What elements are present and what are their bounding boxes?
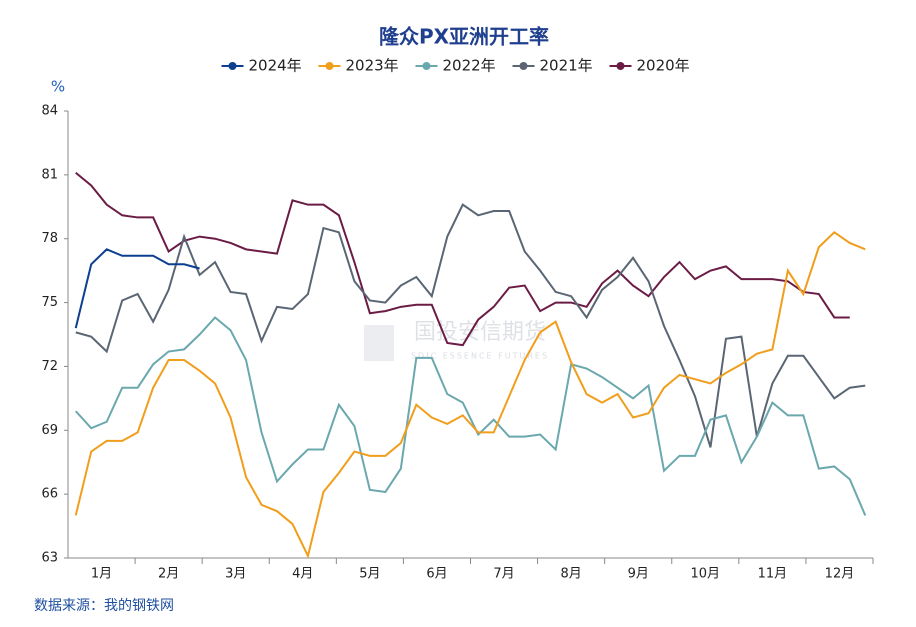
x-tick-label: 8月 [560, 567, 581, 582]
legend-label: 2021年 [540, 57, 593, 75]
x-tick-label: 6月 [426, 567, 447, 582]
y-tick-label: 84 [41, 104, 58, 119]
x-tick-label: 7月 [493, 567, 514, 582]
y-unit: % [51, 78, 65, 96]
y-tick-label: 78 [41, 231, 58, 246]
legend-label: 2020年 [637, 57, 690, 75]
x-tick-label: 4月 [292, 567, 313, 582]
series-line [75, 316, 867, 516]
x-tick-label: 9月 [628, 567, 649, 582]
legend-marker [228, 62, 237, 70]
source: 数据来源：我的钢铁网 [34, 598, 174, 614]
series-line [74, 248, 200, 329]
chart-title: 隆众PX亚洲开工率 [379, 25, 549, 49]
x-tick-label: 12月 [825, 567, 855, 582]
watermark: 国投安信期货 [414, 320, 546, 345]
legend-marker [519, 62, 528, 70]
x-tick-label: 11月 [758, 567, 788, 582]
watermark-sub: SDIC ESSENCE FUTURES [411, 352, 549, 361]
watermark-logo [364, 325, 394, 361]
x-tick-label: 10月 [691, 567, 721, 582]
series-line [75, 203, 866, 448]
x-tick-label: 1月 [91, 567, 112, 582]
y-tick-label: 66 [41, 487, 58, 502]
x-tick-label: 3月 [225, 567, 246, 582]
series-line [74, 231, 866, 559]
legend-marker [422, 62, 431, 70]
legend-marker [325, 62, 334, 70]
y-tick-label: 81 [41, 167, 58, 182]
series-line [75, 171, 850, 347]
y-tick-label: 63 [41, 551, 58, 566]
x-tick-label: 2月 [158, 567, 179, 582]
y-tick-label: 72 [41, 359, 58, 374]
y-tick-label: 69 [41, 423, 58, 438]
x-tick-label: 5月 [359, 567, 380, 582]
legend-label: 2024年 [249, 57, 302, 75]
legend-label: 2022年 [443, 57, 496, 75]
legend-label: 2023年 [346, 57, 399, 75]
legend-marker [616, 62, 625, 70]
y-tick-label: 75 [41, 295, 58, 310]
